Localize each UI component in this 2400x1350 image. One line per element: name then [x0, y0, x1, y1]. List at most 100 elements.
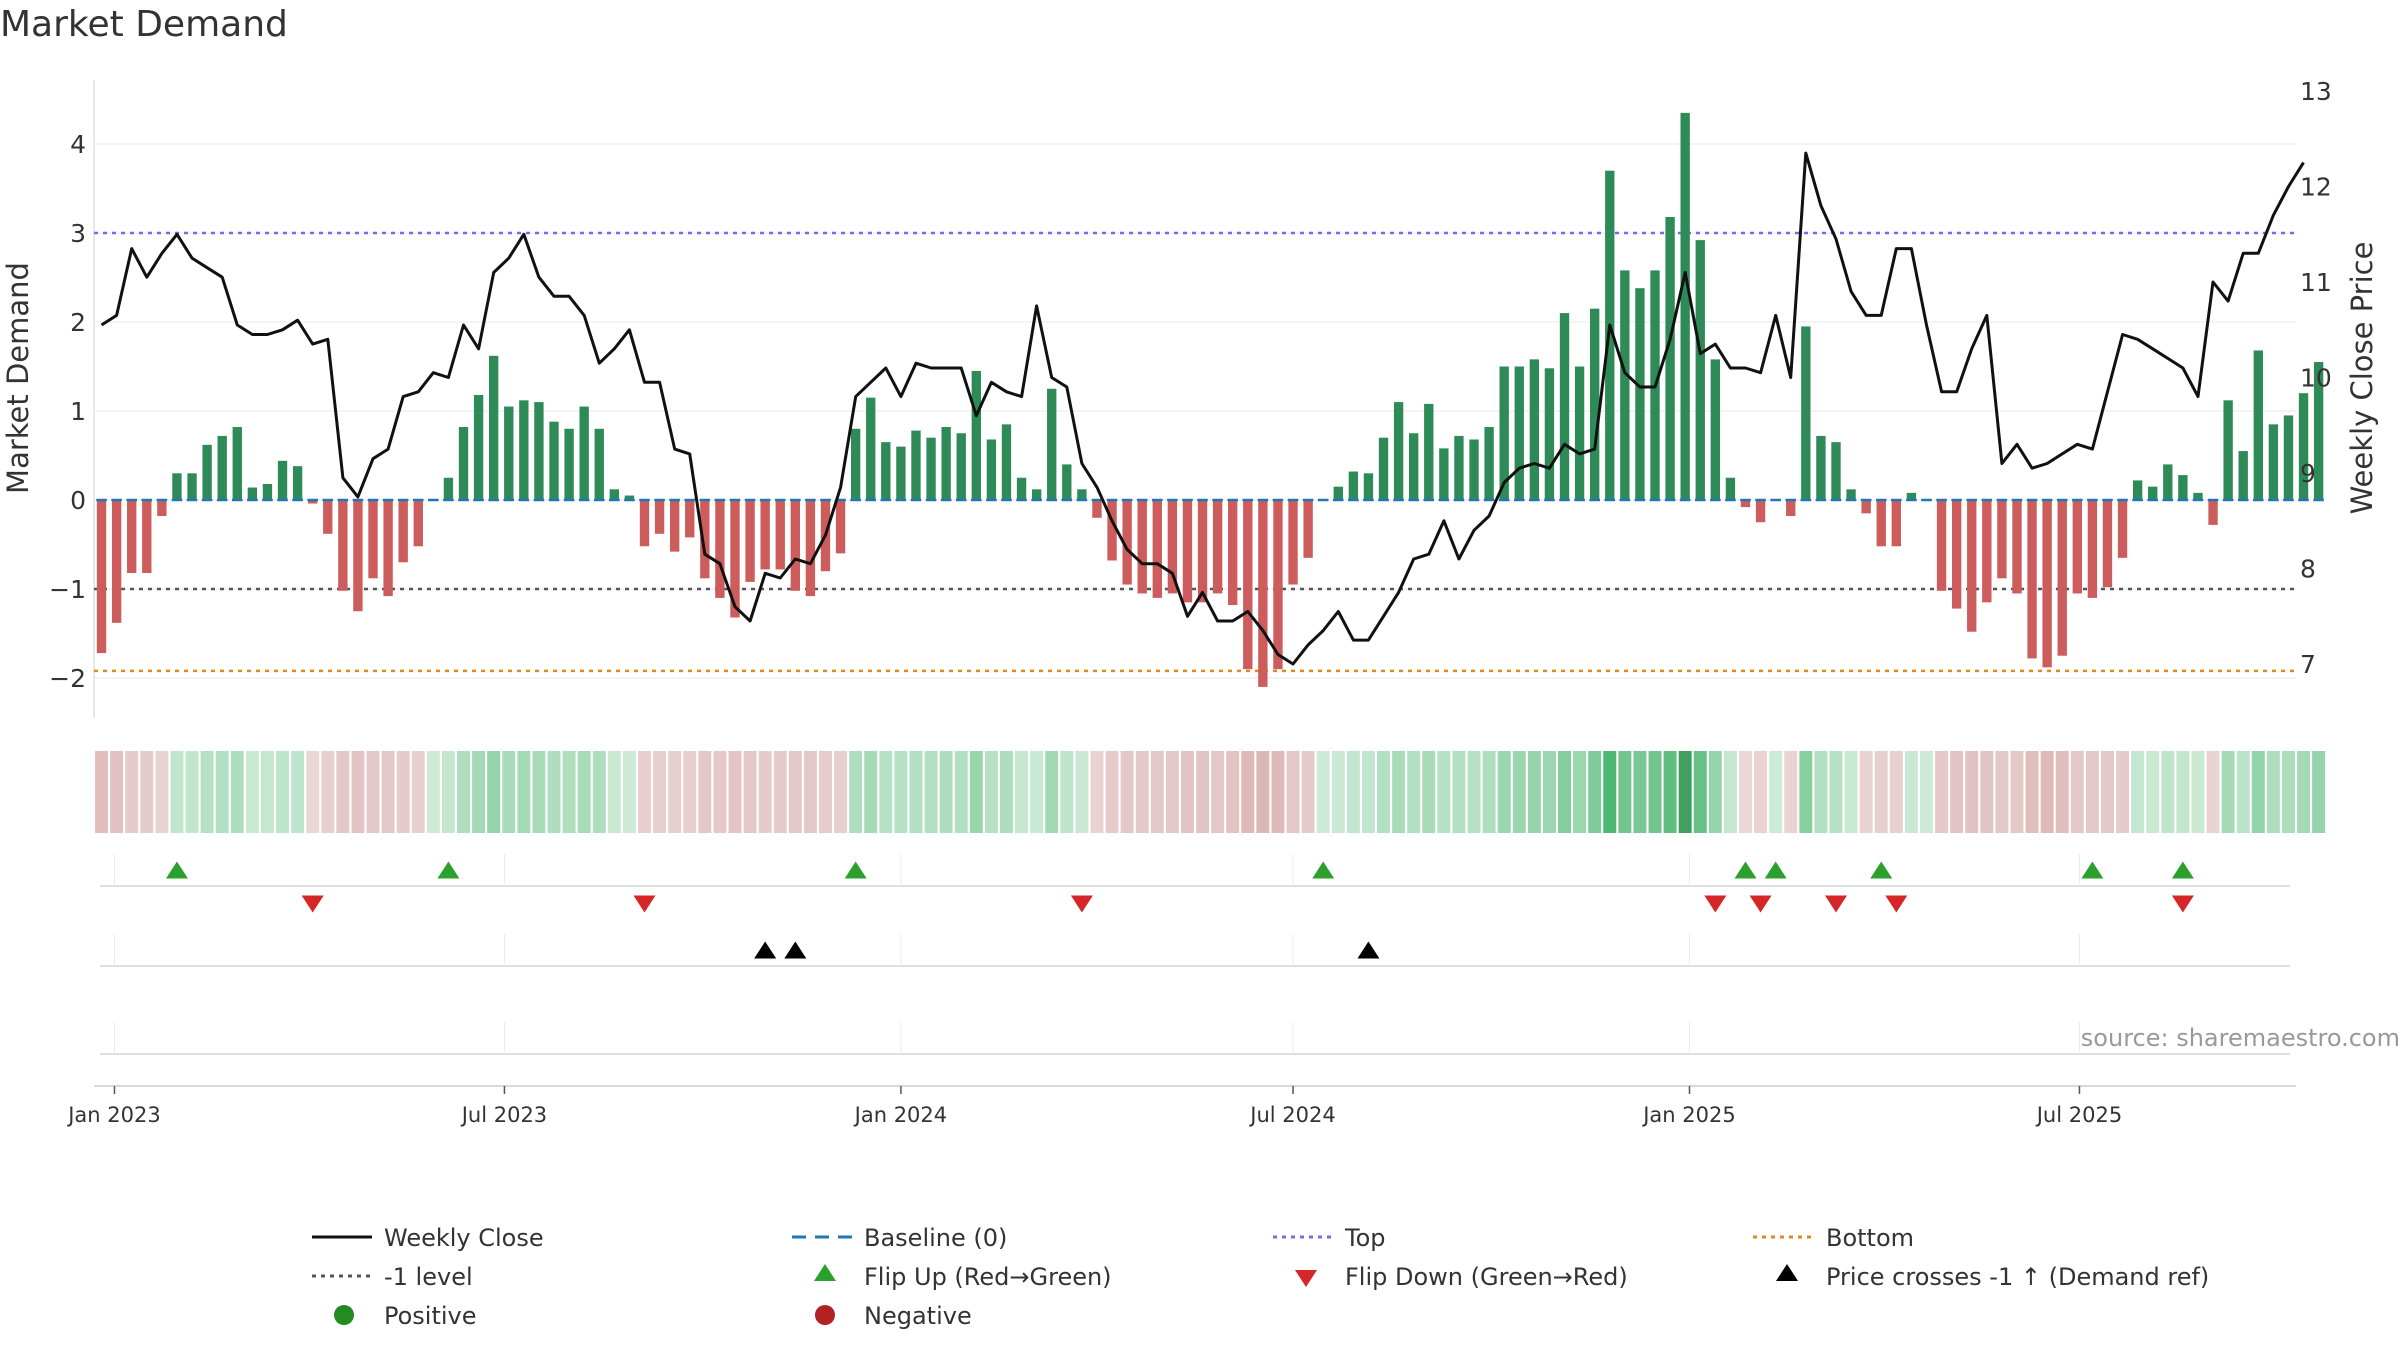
price-cross-marker: [784, 941, 807, 959]
demand-bar-positive: [579, 406, 589, 500]
flip-down-marker: [1070, 895, 1093, 913]
y2-tick-label: 9: [2300, 459, 2316, 488]
demand-bar-negative: [1967, 500, 1977, 632]
flip-down-marker: [1704, 895, 1727, 913]
x-tick-label: Jan 2024: [853, 1103, 948, 1127]
heat-cell: [984, 751, 998, 833]
x-tick-label: Jul 2025: [2035, 1103, 2122, 1127]
demand-bar-positive: [1695, 240, 1705, 500]
heat-cell: [532, 751, 546, 833]
legend-swatch-flip-down: [1295, 1270, 1317, 1287]
flip-up-marker: [165, 861, 188, 879]
demand-bar-positive: [443, 477, 454, 500]
heat-cell: [1920, 751, 1933, 833]
demand-bar-positive: [609, 489, 620, 500]
heat-cell: [1980, 751, 1994, 833]
demand-bar-negative: [1861, 500, 1871, 514]
heat-cell: [683, 751, 697, 833]
y2-tick-label: 7: [2300, 650, 2316, 679]
heat-cell: [1754, 751, 1768, 833]
heat-cell: [1196, 751, 1210, 833]
demand-bar-negative: [1228, 500, 1238, 606]
demand-bar-negative: [1755, 500, 1766, 523]
demand-bar-negative: [308, 500, 318, 504]
axes: Market Demand Weekly Close Price −2−1012…: [1, 77, 2379, 1127]
y-tick-label: 0: [70, 486, 86, 515]
demand-bar-positive: [277, 460, 288, 500]
demand-bar-negative: [2057, 500, 2067, 656]
heat-cell: [1346, 751, 1360, 833]
heat-cell: [1226, 751, 1240, 833]
demand-bar-negative: [1288, 500, 1298, 585]
demand-bar-positive: [1544, 368, 1555, 500]
heat-cell: [1935, 751, 1949, 833]
heat-cell: [1889, 751, 1903, 833]
y2-tick-label: 10: [2300, 364, 2332, 393]
heat-cell: [110, 751, 124, 833]
demand-bar-positive: [1665, 216, 1675, 501]
legend-swatch-price-cross: [1776, 1264, 1798, 1281]
price-line-group: [100, 151, 2305, 666]
heat-cell: [1377, 751, 1391, 833]
demand-bar-negative: [1107, 500, 1117, 561]
heat-cell: [1512, 751, 1526, 833]
heat-cell: [1784, 751, 1798, 833]
demand-bar-positive: [971, 370, 981, 500]
heat-cell: [1965, 751, 1979, 833]
heat-cell: [215, 751, 229, 833]
heat-cell: [140, 751, 154, 833]
demand-bar-negative: [1876, 500, 1886, 547]
flip-up-marker: [1870, 861, 1893, 879]
heat-cell: [1799, 751, 1813, 833]
heat-cell: [1150, 751, 1164, 833]
demand-bar-negative: [2072, 500, 2082, 594]
demand-bar-positive: [1047, 388, 1057, 500]
demand-bar-negative: [1122, 500, 1132, 585]
heat-cell: [1829, 751, 1843, 833]
heat-cell: [969, 751, 983, 833]
heat-cell: [1542, 751, 1556, 833]
demand-bar-negative: [1167, 500, 1178, 594]
demand-bar-negative: [775, 500, 785, 570]
demand-bar-positive: [2132, 480, 2143, 500]
heat-cell: [1874, 751, 1888, 833]
demand-bar-negative: [1982, 500, 1992, 603]
demand-bar-negative: [1740, 500, 1751, 508]
demand-bar-positive: [262, 483, 273, 500]
demand-bar-negative: [413, 500, 423, 547]
demand-bar-positive: [1031, 489, 1042, 500]
demand-bar-positive: [896, 446, 906, 500]
legend-label-top: Top: [1344, 1224, 1386, 1252]
heat-cell: [366, 751, 380, 833]
heat-cell: [1060, 751, 1074, 833]
demand-bar-negative: [2102, 500, 2113, 588]
heat-cell: [562, 751, 576, 833]
demand-bar-positive: [217, 435, 227, 500]
heat-cell: [819, 751, 832, 833]
flip-down-marker: [1824, 895, 1847, 913]
heat-cell: [2191, 751, 2205, 833]
flip-up-marker: [2081, 861, 2104, 879]
demand-bar-positive: [1016, 477, 1027, 500]
legend-label-bottom: Bottom: [1826, 1224, 1914, 1252]
demand-bar-negative: [398, 500, 408, 563]
demand-bar-negative: [1786, 500, 1796, 517]
demand-bar-positive: [2298, 393, 2309, 500]
demand-bar-negative: [1212, 500, 1223, 594]
heat-cell: [1301, 751, 1315, 833]
heat-cell: [2206, 751, 2220, 833]
grid-lines: [93, 80, 2296, 718]
heat-cell: [1316, 751, 1330, 833]
demand-bar-negative: [96, 500, 107, 654]
demand-bar-positive: [292, 466, 303, 500]
y2-tick-label: 12: [2300, 173, 2332, 202]
heat-cell: [306, 751, 320, 833]
heat-cell: [426, 751, 440, 833]
heat-cell: [396, 751, 410, 833]
demand-bar-negative: [1951, 500, 1962, 609]
demand-bar-positive: [1454, 435, 1464, 500]
y-tick-label: 1: [70, 397, 86, 426]
weekly-close-line: [100, 151, 2305, 666]
demand-bar-positive: [594, 428, 604, 500]
demand-bar-positive: [1906, 492, 1917, 500]
